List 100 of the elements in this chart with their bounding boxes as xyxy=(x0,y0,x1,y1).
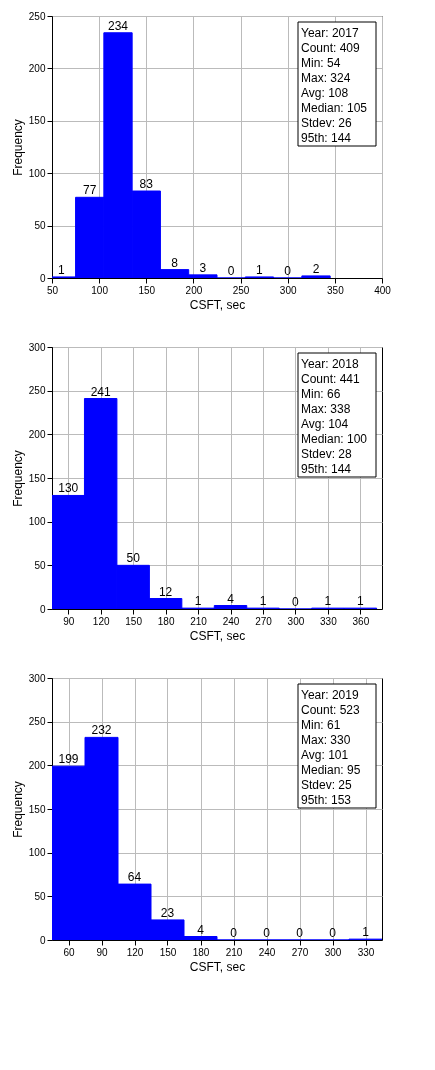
annotation: 95th: 153 xyxy=(301,792,352,807)
data-label: 199 xyxy=(58,752,79,767)
data-label: 1 xyxy=(194,594,202,609)
x-tick-label: 330 xyxy=(320,615,338,627)
annotation: Year: 2018 xyxy=(301,356,359,371)
data-label: 1 xyxy=(256,262,264,277)
y-axis-title: Frequency xyxy=(10,450,25,507)
data-label: 234 xyxy=(107,18,129,33)
x-tick-label: 90 xyxy=(96,946,108,958)
y-tick-label: 50 xyxy=(34,559,46,571)
y-tick-label: 200 xyxy=(28,759,46,771)
x-axis-title: CSFT, sec xyxy=(189,297,246,312)
x-tick-label: 250 xyxy=(232,284,250,296)
annotation: Max: 338 xyxy=(301,401,351,416)
x-tick-label: 90 xyxy=(63,615,75,627)
x-tick-label: 210 xyxy=(190,615,208,627)
annotation: Year: 2017 xyxy=(301,25,359,40)
x-tick-label: 300 xyxy=(279,284,297,296)
annotation: Median: 100 xyxy=(301,431,368,446)
data-label: 0 xyxy=(292,595,300,609)
x-tick-label: 150 xyxy=(138,284,156,296)
y-tick-label: 300 xyxy=(28,672,46,684)
data-label: 1 xyxy=(259,594,267,609)
x-tick-label: 210 xyxy=(225,946,243,958)
data-label: 64 xyxy=(127,870,142,885)
y-tick-label: 250 xyxy=(28,716,46,728)
y-tick-label: 0 xyxy=(39,934,46,946)
x-tick-label: 100 xyxy=(91,284,109,296)
annotation: Max: 324 xyxy=(301,70,351,85)
x-tick-label: 180 xyxy=(192,946,210,958)
annotation: Count: 409 xyxy=(301,40,361,55)
data-label: 0 xyxy=(284,264,292,278)
data-label: 12 xyxy=(158,584,173,599)
x-tick-label: 300 xyxy=(287,615,305,627)
data-label: 77 xyxy=(83,183,97,198)
x-axis-title: CSFT, sec xyxy=(189,959,246,974)
y-axis-title: Frequency xyxy=(10,119,25,176)
annotation: Min: 61 xyxy=(301,717,341,732)
y-tick-label: 50 xyxy=(34,220,46,232)
data-label: 0 xyxy=(263,926,271,940)
x-tick-label: 240 xyxy=(258,946,276,958)
annotation: Avg: 101 xyxy=(301,747,349,762)
x-tick-label: 330 xyxy=(357,946,375,958)
data-label: 4 xyxy=(197,922,205,937)
data-label: 0 xyxy=(227,264,235,278)
annotation: Avg: 104 xyxy=(301,416,349,431)
y-tick-label: 250 xyxy=(28,10,46,22)
annotation: Min: 54 xyxy=(301,55,341,70)
x-tick-label: 270 xyxy=(291,946,309,958)
annotation: Avg: 108 xyxy=(301,85,349,100)
annotation: 95th: 144 xyxy=(301,130,352,145)
x-tick-label: 120 xyxy=(92,615,110,627)
x-tick-label: 240 xyxy=(222,615,240,627)
annotation: 95th: 144 xyxy=(301,461,352,476)
data-label: 2 xyxy=(312,261,320,276)
x-tick-label: 60 xyxy=(63,946,75,958)
data-label: 0 xyxy=(230,926,238,940)
y-tick-label: 100 xyxy=(28,167,46,179)
x-tick-label: 300 xyxy=(324,946,342,958)
y-tick-label: 0 xyxy=(39,272,46,284)
x-tick-label: 350 xyxy=(327,284,345,296)
y-tick-label: 0 xyxy=(39,603,46,615)
data-label: 241 xyxy=(90,384,112,399)
x-tick-label: 360 xyxy=(352,615,370,627)
annotation: Stdev: 28 xyxy=(301,446,353,461)
data-label: 8 xyxy=(171,255,179,270)
x-tick-label: 180 xyxy=(157,615,175,627)
x-axis-title: CSFT, sec xyxy=(189,628,246,643)
annotation: Max: 330 xyxy=(301,732,351,747)
x-tick-label: 120 xyxy=(126,946,144,958)
data-label: 232 xyxy=(91,723,112,738)
y-tick-label: 100 xyxy=(28,516,46,528)
y-tick-label: 200 xyxy=(28,428,46,440)
data-label: 1 xyxy=(58,262,66,277)
data-label: 0 xyxy=(296,926,304,940)
annotation: Count: 523 xyxy=(301,702,361,717)
annotation: Median: 105 xyxy=(301,100,368,115)
data-label: 50 xyxy=(126,551,141,566)
y-axis-title: Frequency xyxy=(10,781,25,838)
annotation: Count: 441 xyxy=(301,371,361,386)
y-tick-label: 50 xyxy=(34,890,46,902)
x-tick-label: 270 xyxy=(255,615,273,627)
x-tick-label: 150 xyxy=(159,946,177,958)
x-tick-label: 400 xyxy=(374,284,392,296)
y-tick-label: 300 xyxy=(28,341,46,353)
data-label: 1 xyxy=(362,925,370,940)
data-label: 1 xyxy=(357,594,365,609)
annotation: Min: 66 xyxy=(301,386,341,401)
annotation: Stdev: 26 xyxy=(301,115,353,130)
y-tick-label: 150 xyxy=(28,115,46,127)
data-label: 3 xyxy=(199,260,207,275)
y-tick-label: 100 xyxy=(28,847,46,859)
data-label: 1 xyxy=(324,594,332,609)
x-tick-label: 200 xyxy=(185,284,203,296)
data-label: 23 xyxy=(160,905,175,920)
annotation: Year: 2019 xyxy=(301,687,359,702)
data-label: 4 xyxy=(227,591,235,606)
annotation: Stdev: 25 xyxy=(301,777,353,792)
y-tick-label: 150 xyxy=(28,472,46,484)
data-label: 83 xyxy=(139,177,154,192)
